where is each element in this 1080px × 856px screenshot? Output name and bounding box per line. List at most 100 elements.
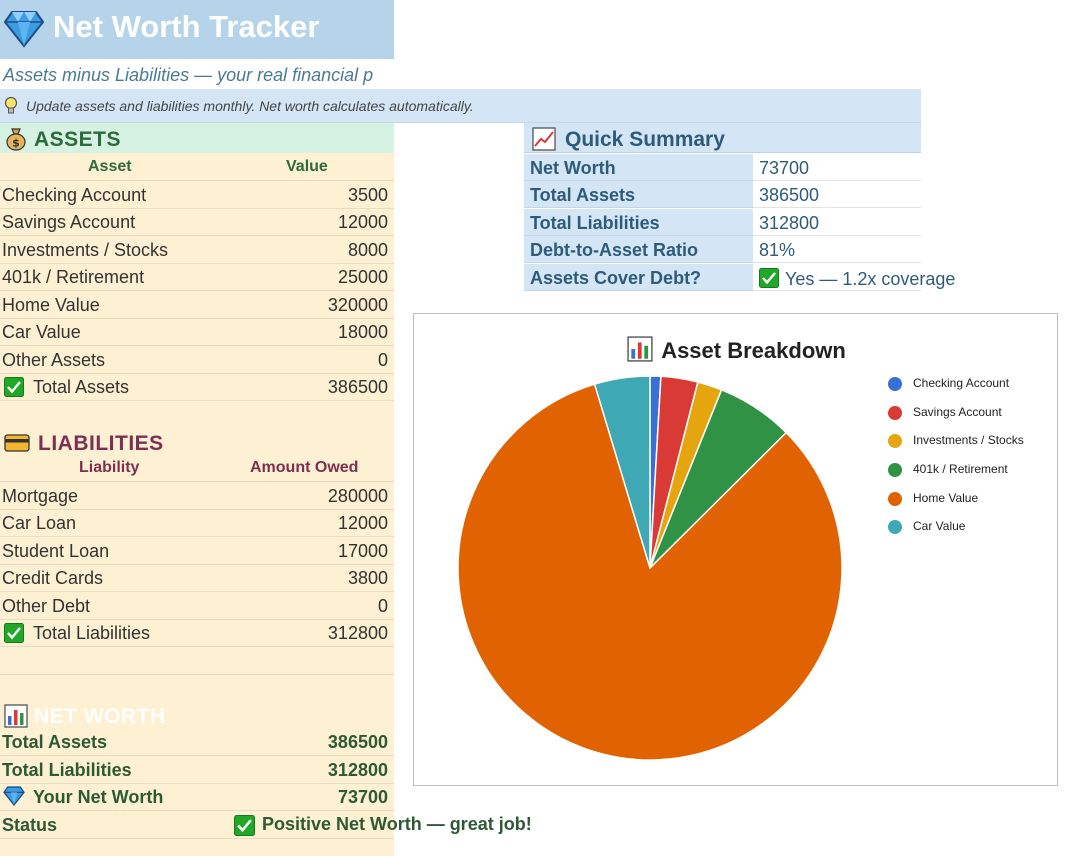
asset-row[interactable]: Home Value 320000 [0, 291, 394, 319]
liability-row-value: 12000 [337, 513, 388, 533]
liability-row-value: 0 [377, 595, 388, 616]
summary-row-value: 81% [753, 236, 921, 264]
asset-row-value: 320000 [327, 294, 388, 315]
summary-heading: Quick Summary [524, 123, 921, 153]
chart-title: Asset Breakdown [414, 336, 1059, 364]
tracker-sheet: $ ASSETS Asset Value Checking Account 350… [0, 123, 394, 856]
svg-text:$: $ [12, 137, 20, 150]
asset-row[interactable]: Savings Account 12000 [0, 208, 394, 237]
assets-total-label: Total Assets [33, 377, 130, 397]
asset-row-label: Other Assets [2, 349, 106, 370]
your-net-worth-row[interactable]: Your Net Worth 73700 [0, 783, 394, 812]
summary-row-value: Yes — 1.2x coverage [785, 268, 956, 289]
gem-icon [3, 786, 25, 806]
summary-row-label: Net Worth [524, 153, 753, 181]
asset-row[interactable]: Investments / Stocks 8000 [0, 236, 394, 264]
nw-total-assets-label: Total Assets [2, 732, 108, 752]
assets-col-value: Value [286, 158, 328, 175]
asset-row[interactable]: 401k / Retirement 25000 [0, 263, 394, 292]
summary-row[interactable]: Net Worth 73700 [524, 153, 921, 181]
tip-text: Update assets and liabilities monthly. N… [26, 98, 474, 114]
nw-total-liabilities-row[interactable]: Total Liabilities 312800 [0, 756, 394, 784]
nw-total-assets-row[interactable]: Total Assets 386500 [0, 728, 394, 757]
liability-row-label: Other Debt [2, 595, 91, 616]
asset-row[interactable]: Other Assets 0 [0, 346, 394, 374]
credit-card-icon [4, 434, 30, 452]
nw-total-liabilities-label: Total Liabilities [2, 759, 132, 780]
liability-row-value: 280000 [327, 485, 388, 506]
bar-chart-icon [4, 704, 28, 728]
asset-row-label: Home Value [2, 294, 100, 315]
bar-chart-icon [627, 336, 653, 362]
asset-breakdown-chart[interactable]: Asset Breakdown Checking Account Savings … [413, 313, 1058, 786]
legend-swatch [888, 491, 902, 506]
check-box-icon [759, 267, 779, 288]
legend-label: Investments / Stocks [913, 433, 1024, 448]
legend-label: Checking Account [913, 376, 1010, 390]
asset-row-value: 3500 [347, 184, 388, 205]
summary-row-label: Total Assets [524, 181, 753, 209]
asset-row[interactable]: Checking Account 3500 [0, 181, 394, 209]
title-bar: Net Worth Tracker [0, 0, 394, 59]
legend-label: Car Value [913, 519, 966, 534]
gem-icon [4, 11, 44, 48]
check-box-icon [234, 815, 255, 836]
net-worth-heading: NET WORTH [0, 700, 394, 730]
summary-row-value: 386500 [753, 181, 921, 209]
liabilities-col-liability: Liability [79, 459, 140, 476]
pie-slice-home-value[interactable] [457, 383, 843, 761]
summary-row[interactable]: Total Assets 386500 [524, 181, 921, 209]
liability-row[interactable]: Car Loan 12000 [0, 509, 394, 538]
assets-heading-label: ASSETS [34, 128, 122, 151]
your-net-worth-label: Your Net Worth [33, 787, 164, 807]
legend-swatch [888, 520, 902, 535]
lightbulb-icon [4, 96, 18, 114]
legend-swatch [888, 377, 902, 391]
chart-increasing-icon [532, 127, 556, 151]
status-label: Status [2, 814, 58, 835]
assets-total-row[interactable]: Total Assets 386500 [0, 373, 394, 402]
summary-row[interactable]: Assets Cover Debt? Yes — 1.2x coverage [524, 263, 955, 291]
legend-swatch [888, 463, 902, 478]
legend-label: Savings Account [913, 404, 1002, 419]
page-title: Net Worth Tracker [53, 9, 320, 44]
liability-row[interactable]: Mortgage 280000 [0, 482, 394, 510]
money-bag-icon: $ [6, 128, 26, 151]
summary-row[interactable]: Debt-to-Asset Ratio 81% [524, 236, 921, 264]
tip-banner: Update assets and liabilities monthly. N… [0, 89, 921, 123]
assets-heading: $ ASSETS [0, 123, 394, 153]
liabilities-heading: LIABILITIES [0, 427, 394, 457]
asset-row-value: 25000 [337, 267, 388, 287]
liability-row-label: Credit Cards [2, 568, 104, 588]
net-worth-heading-label: NET WORTH [34, 705, 166, 728]
asset-row-label: Investments / Stocks [2, 239, 169, 260]
liability-row[interactable]: Credit Cards 3800 [0, 564, 394, 593]
liabilities-total-value: 312800 [327, 623, 388, 643]
summary-row[interactable]: Total Liabilities 312800 [524, 208, 921, 236]
pie-slice-car-value[interactable] [593, 375, 651, 569]
asset-row-value: 0 [377, 349, 388, 370]
liabilities-column-header: Liability Amount Owed [0, 454, 394, 482]
summary-row-value: 73700 [753, 153, 921, 181]
nw-total-assets-value: 386500 [327, 732, 388, 752]
summary-heading-label: Quick Summary [565, 128, 725, 151]
status-row[interactable]: Status [0, 811, 394, 839]
empty-row [0, 647, 394, 675]
legend-swatch [888, 434, 902, 449]
liability-row-value: 3800 [347, 568, 388, 588]
asset-row[interactable]: Car Value 18000 [0, 318, 394, 347]
asset-row-label: Checking Account [2, 184, 147, 205]
asset-row-label: 401k / Retirement [2, 267, 145, 287]
summary-row-value: 312800 [753, 208, 921, 236]
pie-chart [457, 375, 843, 761]
legend-swatch [888, 405, 902, 420]
liabilities-total-row[interactable]: Total Liabilities 312800 [0, 619, 394, 648]
asset-row-value: 12000 [337, 212, 388, 232]
chart-title-text: Asset Breakdown [661, 338, 846, 363]
legend-label: Home Value [913, 490, 979, 505]
legend-label: 401k / Retirement [913, 462, 1008, 477]
check-box-icon [4, 623, 24, 643]
status-value: Positive Net Worth — great job! [262, 814, 532, 834]
liability-row[interactable]: Student Loan 17000 [0, 537, 394, 565]
liability-row[interactable]: Other Debt 0 [0, 592, 394, 620]
